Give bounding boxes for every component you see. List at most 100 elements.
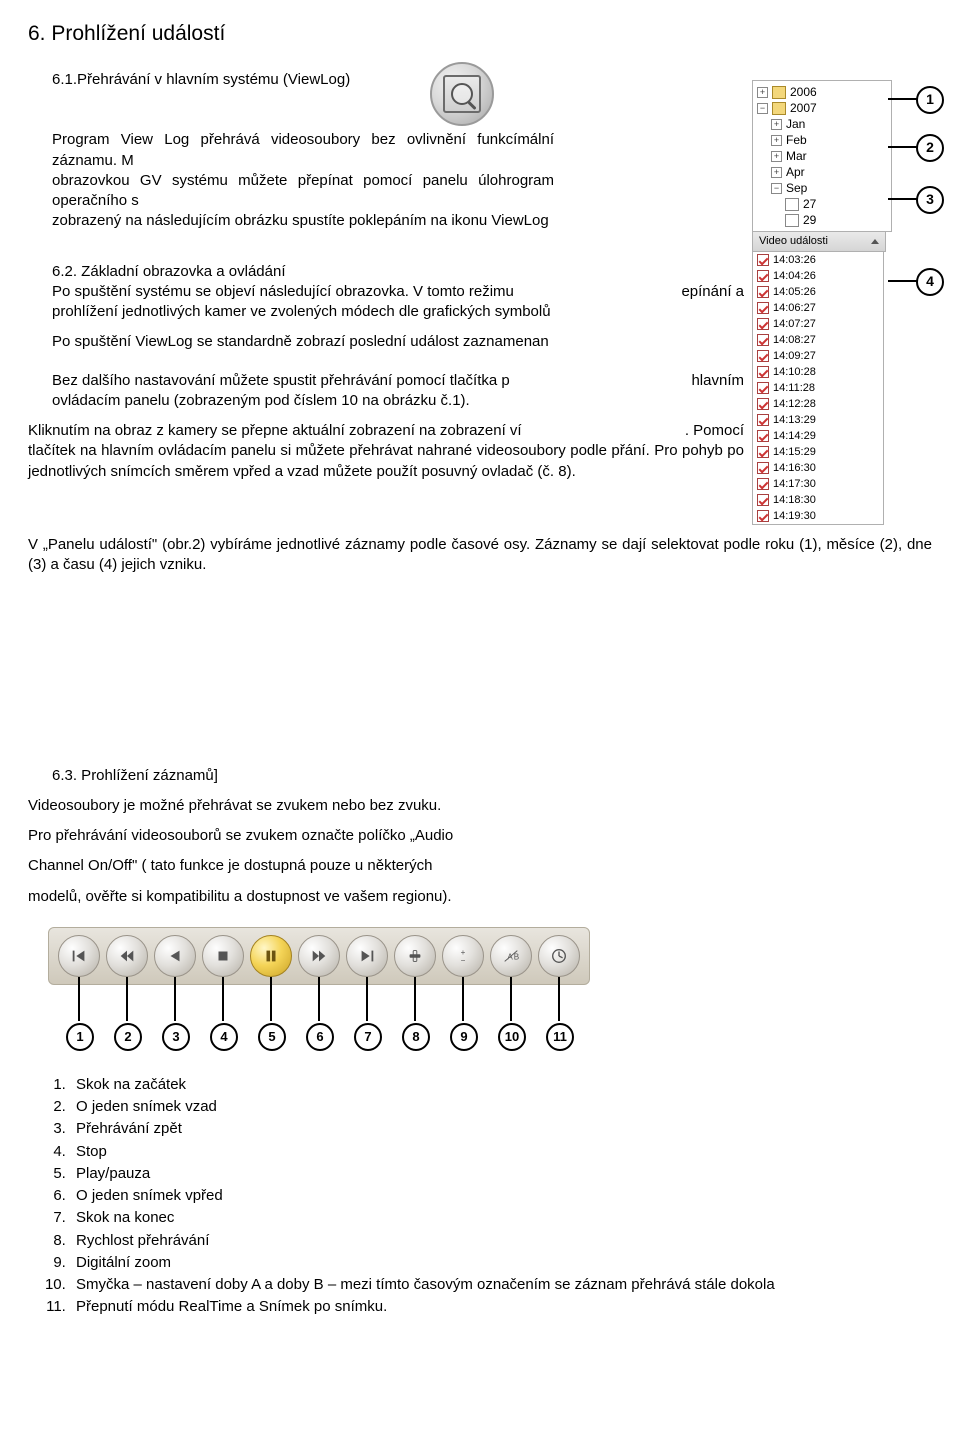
speed-icon [406, 947, 424, 965]
check-icon[interactable] [757, 302, 769, 314]
tree-year[interactable]: 2006 [790, 84, 817, 100]
check-icon[interactable] [757, 350, 769, 362]
control-callout: 8 [402, 1023, 430, 1051]
event-row[interactable]: 14:03:26 [753, 252, 883, 268]
play-back-button[interactable] [154, 935, 196, 977]
ab-loop-button[interactable]: AB [490, 935, 532, 977]
subsection-6-3: 6.3. Prohlížení záznamů] [52, 766, 932, 786]
event-row[interactable]: 14:08:27 [753, 332, 883, 348]
skip-end-button[interactable] [346, 935, 388, 977]
body-text: hlavním [691, 371, 744, 391]
list-item: Přepnutí módu RealTime a Snímek po snímk… [70, 1297, 932, 1317]
check-icon[interactable] [757, 446, 769, 458]
svg-text:B: B [514, 953, 519, 962]
check-icon[interactable] [757, 318, 769, 330]
list-item: Play/pauza [70, 1164, 932, 1184]
event-row[interactable]: 14:10:28 [753, 364, 883, 380]
event-time: 14:08:27 [773, 333, 816, 348]
control-callout: 3 [162, 1023, 190, 1051]
check-icon[interactable] [757, 430, 769, 442]
check-icon[interactable] [757, 462, 769, 474]
check-icon[interactable] [757, 366, 769, 378]
play-back-icon [166, 947, 184, 965]
check-icon[interactable] [757, 254, 769, 266]
list-item: Skok na začátek [70, 1075, 932, 1095]
skip-start-button[interactable] [58, 935, 100, 977]
stop-button[interactable] [202, 935, 244, 977]
expand-icon[interactable]: + [757, 87, 768, 98]
collapse-icon[interactable]: − [771, 183, 782, 194]
control-callout: 4 [210, 1023, 238, 1051]
list-item: O jeden snímek vpřed [70, 1186, 932, 1206]
body-text: mální [517, 130, 554, 171]
event-row[interactable]: 14:04:26 [753, 268, 883, 284]
check-icon[interactable] [757, 494, 769, 506]
check-icon[interactable] [757, 270, 769, 282]
tree-month[interactable]: Mar [786, 148, 807, 164]
realtime-button[interactable] [538, 935, 580, 977]
svg-text:−: − [461, 956, 466, 965]
event-row[interactable]: 14:07:27 [753, 316, 883, 332]
event-row[interactable]: 14:12:28 [753, 396, 883, 412]
tree-day[interactable]: 27 [803, 196, 816, 212]
play-pause-button[interactable] [250, 935, 292, 977]
collapse-icon[interactable]: − [757, 103, 768, 114]
control-callout: 5 [258, 1023, 286, 1051]
body-text: obrazovkou GV systému můžete přepínat po… [52, 171, 506, 212]
event-row[interactable]: 14:18:30 [753, 492, 883, 508]
event-row[interactable]: 14:15:29 [753, 444, 883, 460]
tree-month[interactable]: Sep [786, 180, 807, 196]
event-row[interactable]: 14:19:30 [753, 508, 883, 524]
event-row[interactable]: 14:14:29 [753, 428, 883, 444]
body-text: V „Panelu událostí" (obr.2) vybíráme jed… [28, 535, 932, 576]
control-callout: 6 [306, 1023, 334, 1051]
event-row[interactable]: 14:05:26 [753, 284, 883, 300]
check-icon[interactable] [757, 398, 769, 410]
step-back-button[interactable] [106, 935, 148, 977]
control-callout: 1 [66, 1023, 94, 1051]
body-text: epínání a [681, 282, 744, 302]
callout-3: 3 [916, 186, 944, 214]
event-time: 14:04:26 [773, 269, 816, 284]
tree-month[interactable]: Feb [786, 132, 807, 148]
event-row[interactable]: 14:11:28 [753, 380, 883, 396]
play-pause-icon [262, 947, 280, 965]
expand-icon[interactable]: + [771, 119, 782, 130]
check-icon[interactable] [757, 478, 769, 490]
event-row[interactable]: 14:16:30 [753, 460, 883, 476]
check-icon[interactable] [757, 414, 769, 426]
expand-icon[interactable]: + [771, 167, 782, 178]
event-row[interactable]: 14:06:27 [753, 300, 883, 316]
event-time: 14:07:27 [773, 317, 816, 332]
expand-icon[interactable]: + [771, 151, 782, 162]
expand-icon[interactable]: + [771, 135, 782, 146]
check-icon[interactable] [757, 510, 769, 522]
zoom-button[interactable]: +− [442, 935, 484, 977]
control-callout: 10 [498, 1023, 526, 1051]
event-time: 14:14:29 [773, 429, 816, 444]
callout-1: 1 [916, 86, 944, 114]
event-row[interactable]: 14:13:29 [753, 412, 883, 428]
tree-year[interactable]: 2007 [790, 100, 817, 116]
check-icon[interactable] [757, 382, 769, 394]
check-icon[interactable] [757, 334, 769, 346]
viewlog-app-icon [430, 62, 494, 126]
subsection-6-1: 6.1.Přehrávání v hlavním systému (ViewLo… [52, 70, 350, 90]
speed-button[interactable] [394, 935, 436, 977]
event-time: 14:15:29 [773, 445, 816, 460]
step-fwd-button[interactable] [298, 935, 340, 977]
tree-month[interactable]: Jan [786, 116, 805, 132]
tree-month[interactable]: Apr [786, 164, 805, 180]
sort-arrow-icon[interactable] [871, 239, 879, 244]
control-legend-list: Skok na začátekO jeden snímek vzadPřehrá… [70, 1075, 932, 1318]
event-time: 14:16:30 [773, 461, 816, 476]
tree-day[interactable]: 29 [803, 212, 816, 228]
playback-control-bar: 12345678+−9AB1011 [48, 927, 588, 1057]
body-text: Kliknutím na obraz z kamery se přepne ak… [28, 421, 522, 441]
callout-4: 4 [916, 268, 944, 296]
event-row[interactable]: 14:09:27 [753, 348, 883, 364]
event-time: 14:03:26 [773, 253, 816, 268]
control-callout: 9 [450, 1023, 478, 1051]
check-icon[interactable] [757, 286, 769, 298]
event-row[interactable]: 14:17:30 [753, 476, 883, 492]
